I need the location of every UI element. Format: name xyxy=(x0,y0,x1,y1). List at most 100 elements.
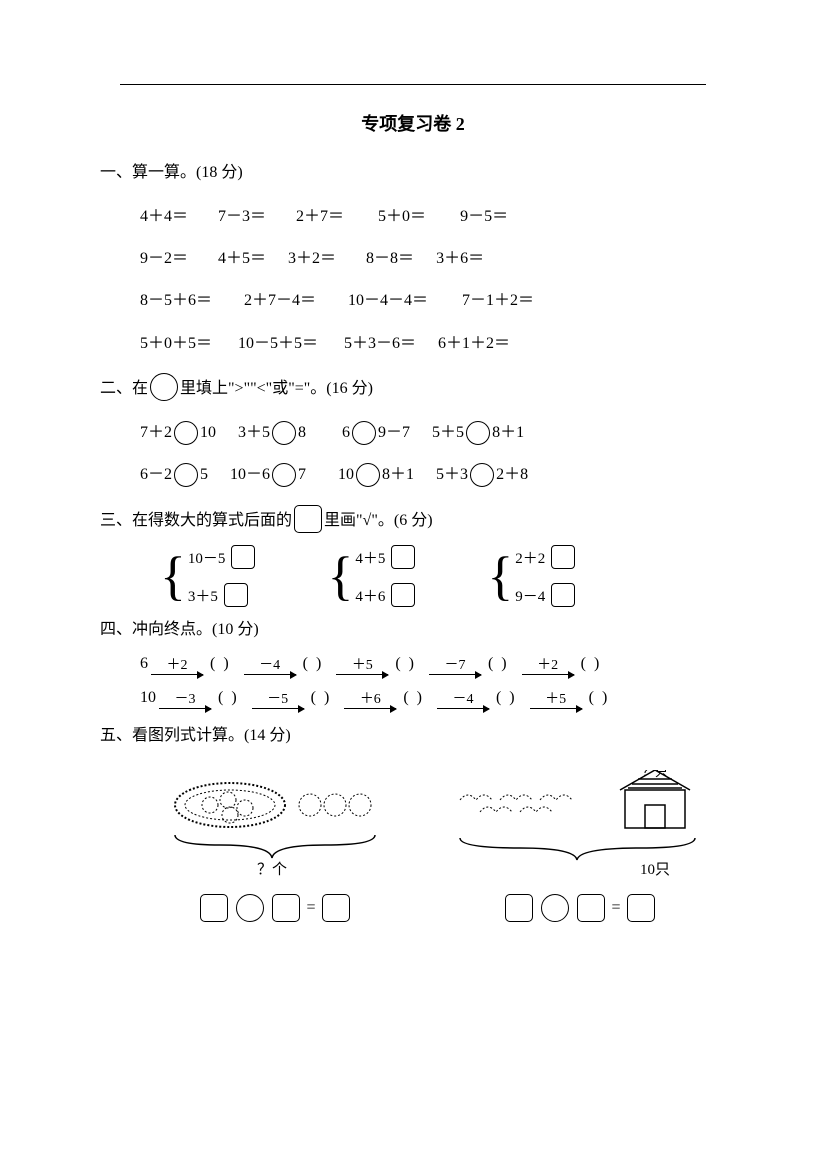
chain-step: ＋5 xyxy=(336,659,388,675)
arrow-icon xyxy=(244,674,296,675)
chain-op: ＋2 xyxy=(167,659,188,673)
blank-circle-icon[interactable] xyxy=(470,463,494,487)
expr: 5＋0＋5＝ xyxy=(140,335,212,352)
s3-pre: 三、在得数大的算式后面的 xyxy=(100,512,292,529)
chain-start: 6 xyxy=(140,655,148,675)
arrow-icon xyxy=(151,674,203,675)
blank-circle-icon[interactable] xyxy=(174,421,198,445)
answer-blank[interactable]: () xyxy=(307,689,342,709)
expr: 2＋7＝ xyxy=(296,208,344,225)
blank-square-icon[interactable] xyxy=(272,894,300,922)
answer-blank[interactable]: () xyxy=(391,655,426,675)
section-1-body: 4＋4＝ 7－3＝ 2＋7＝ 5＋0＝ 9－5＝ 9－2＝ 4＋5＝ 3＋2＝ … xyxy=(140,198,746,364)
expr: 10－4－4＝ xyxy=(348,292,428,309)
expr: 4＋5＝ xyxy=(218,250,266,267)
section-4-body: 6 ＋2() －4() ＋5() －7() ＋2() 10 －3() －5() … xyxy=(140,655,746,709)
expr: 3＋6＝ xyxy=(436,250,484,267)
answer-blank[interactable]: () xyxy=(299,655,334,675)
rhs: 8＋1 xyxy=(492,414,524,452)
compare-item: 10 8＋1 xyxy=(338,456,414,494)
expr: 2＋7－4＝ xyxy=(244,292,316,309)
equation-blanks: = xyxy=(503,894,656,922)
expr: 10－5＋5＝ xyxy=(238,335,318,352)
answer-blank[interactable]: () xyxy=(399,689,434,709)
arrow-icon xyxy=(252,708,304,709)
chain-step: －7 xyxy=(429,659,481,675)
section-4-head: 四、冲向终点。(10 分) xyxy=(100,617,746,643)
expr: 9－2＝ xyxy=(140,250,188,267)
expr: 4＋5 xyxy=(355,547,385,568)
check-box-icon[interactable] xyxy=(551,583,575,607)
rhs: 10 xyxy=(200,414,216,452)
check-box-icon[interactable] xyxy=(551,545,575,569)
expr: 3＋5 xyxy=(188,585,218,606)
rhs: 9－7 xyxy=(378,414,410,452)
svg-text:10只: 10只 xyxy=(640,862,670,878)
lhs: 3＋5 xyxy=(238,414,270,452)
arrow-icon xyxy=(159,708,211,709)
s1-row: 8－5＋6＝ 2＋7－4＝ 10－4－4＝ 7－1＋2＝ xyxy=(140,282,746,320)
chain-step: ＋2 xyxy=(522,659,574,675)
blank-square-icon[interactable] xyxy=(627,894,655,922)
expr: 7－1＋2＝ xyxy=(462,292,534,309)
expr: 8－8＝ xyxy=(366,250,414,267)
arrow-icon xyxy=(530,708,582,709)
check-box-icon[interactable] xyxy=(391,583,415,607)
section-3-head: 三、在得数大的算式后面的 里画"√"。(6 分) xyxy=(100,505,746,534)
s1-row: 4＋4＝ 7－3＝ 2＋7＝ 5＋0＝ 9－5＝ xyxy=(140,198,746,236)
chain-step: －4 xyxy=(244,659,296,675)
answer-blank[interactable]: () xyxy=(577,655,612,675)
section-1-head: 一、算一算。(18 分) xyxy=(100,160,746,186)
answer-blank[interactable]: () xyxy=(214,689,249,709)
blank-circle-icon xyxy=(150,373,178,401)
check-box-icon[interactable] xyxy=(231,545,255,569)
section-2-body: 7＋210 3＋58 69－7 5＋58＋1 6－25 10－67 108＋1 … xyxy=(140,414,746,495)
compare-item: 7＋2 10 xyxy=(140,414,216,452)
chain-op: ＋5 xyxy=(545,693,566,707)
lhs: 10－6 xyxy=(230,456,270,494)
blank-square-icon[interactable] xyxy=(200,894,228,922)
number-chain: 10 －3() －5() ＋6() －4() ＋5() xyxy=(140,689,746,709)
answer-blank[interactable]: () xyxy=(585,689,620,709)
lhs: 6 xyxy=(342,414,350,452)
rhs: 2＋8 xyxy=(496,456,528,494)
blank-circle-icon[interactable] xyxy=(236,894,264,922)
arrow-icon xyxy=(437,708,489,709)
blank-circle-icon[interactable] xyxy=(541,894,569,922)
chain-op: －3 xyxy=(175,693,196,707)
s3-post: 里画"√"。(6 分) xyxy=(324,512,433,529)
chain-step: －3 xyxy=(159,693,211,709)
blank-square-icon[interactable] xyxy=(577,894,605,922)
compare-item: 5＋3 2＋8 xyxy=(436,456,528,494)
blank-square-icon xyxy=(294,505,322,533)
blank-circle-icon[interactable] xyxy=(272,463,296,487)
chain-op: ＋5 xyxy=(352,659,373,673)
caption-text: ？个 xyxy=(257,861,287,878)
lhs: 7＋2 xyxy=(140,414,172,452)
equation-blanks: = xyxy=(198,894,351,922)
rhs: 8＋1 xyxy=(382,456,414,494)
answer-blank[interactable]: () xyxy=(206,655,241,675)
blank-circle-icon[interactable] xyxy=(174,463,198,487)
check-box-icon[interactable] xyxy=(224,583,248,607)
blank-circle-icon[interactable] xyxy=(352,421,376,445)
lhs: 10 xyxy=(338,456,354,494)
lhs: 5＋3 xyxy=(436,456,468,494)
s2-row: 6－25 10－67 108＋1 5＋32＋8 xyxy=(140,456,746,494)
chain-start: 10 xyxy=(140,689,156,709)
chain-op: －4 xyxy=(259,659,280,673)
answer-blank[interactable]: () xyxy=(484,655,519,675)
arrow-icon xyxy=(344,708,396,709)
s2-pre: 二、在 xyxy=(100,380,148,397)
left-brace-icon: { xyxy=(487,549,513,611)
blank-square-icon[interactable] xyxy=(322,894,350,922)
s2-post: 里填上">""<"或"="。(16 分) xyxy=(180,380,373,397)
blank-circle-icon[interactable] xyxy=(356,463,380,487)
answer-blank[interactable]: () xyxy=(492,689,527,709)
blank-circle-icon[interactable] xyxy=(466,421,490,445)
arrow-icon xyxy=(336,674,388,675)
expr: 9－5＝ xyxy=(460,208,508,225)
blank-square-icon[interactable] xyxy=(505,894,533,922)
check-box-icon[interactable] xyxy=(391,545,415,569)
blank-circle-icon[interactable] xyxy=(272,421,296,445)
